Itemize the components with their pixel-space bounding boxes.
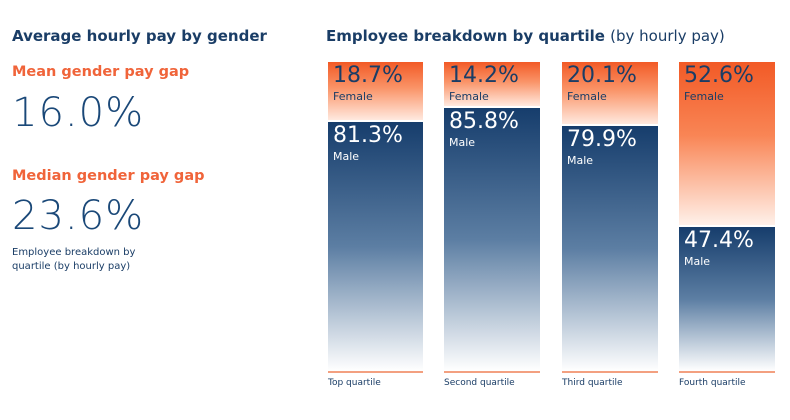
male-segment: 79.9% Male [562, 126, 658, 371]
quartile-label: Second quartile [444, 378, 515, 388]
median-gap-value: 23.6% [12, 193, 145, 239]
male-segment: 47.4% Male [679, 227, 775, 371]
female-series-label: Female [333, 90, 373, 103]
bar-baseline [444, 371, 540, 373]
chart-title-main: Employee breakdown by quartile [326, 27, 605, 45]
female-series-label: Female [449, 90, 489, 103]
male-segment: 85.8% Male [444, 108, 540, 371]
quartile-bar: 20.1% Female 79.9% Male [562, 62, 658, 371]
chart-title: Employee breakdown by quartile (by hourl… [326, 27, 725, 45]
mean-gap-label: Mean gender pay gap [12, 64, 190, 80]
male-series-label: Male [449, 136, 476, 149]
male-series-label: Male [684, 255, 711, 268]
male-percent-label: 79.9% [567, 127, 637, 152]
male-percent-label: 85.8% [449, 109, 519, 134]
male-percent-label: 47.4% [684, 228, 754, 253]
female-segment: 52.6% Female [679, 62, 775, 225]
female-series-label: Female [567, 90, 607, 103]
quartile-bar: 18.7% Female 81.3% Male [328, 62, 423, 371]
male-series-label: Male [567, 154, 594, 167]
female-segment: 14.2% Female [444, 62, 540, 106]
female-percent-label: 14.2% [449, 63, 519, 88]
quartile-label: Top quartile [328, 378, 381, 388]
bar-baseline [328, 371, 423, 373]
female-percent-label: 52.6% [684, 63, 754, 88]
mean-gap-value: 16.0% [12, 90, 145, 136]
quartile-bar: 52.6% Female 47.4% Male [679, 62, 775, 371]
median-gap-label: Median gender pay gap [12, 168, 205, 184]
bar-baseline [562, 371, 658, 373]
quartile-label: Third quartile [562, 378, 623, 388]
female-segment: 20.1% Female [562, 62, 658, 124]
female-series-label: Female [684, 90, 724, 103]
male-segment: 81.3% Male [328, 122, 423, 371]
female-percent-label: 20.1% [567, 63, 637, 88]
bar-baseline [679, 371, 775, 373]
breakdown-note: Employee breakdown by quartile (by hourl… [12, 247, 136, 272]
male-series-label: Male [333, 150, 360, 163]
quartile-bar: 14.2% Female 85.8% Male [444, 62, 540, 371]
quartile-label: Fourth quartile [679, 378, 746, 388]
female-percent-label: 18.7% [333, 63, 403, 88]
pay-section-title: Average hourly pay by gender [12, 27, 267, 45]
female-segment: 18.7% Female [328, 62, 423, 120]
male-percent-label: 81.3% [333, 123, 403, 148]
chart-title-suffix: (by hourly pay) [610, 27, 725, 45]
